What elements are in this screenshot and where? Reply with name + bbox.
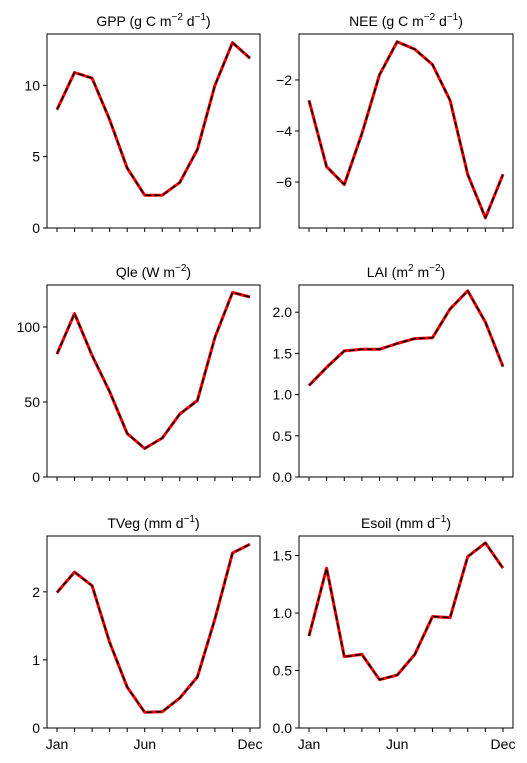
panel-tveg: TVeg (mm d−1) 0 1 2 Jan Jun Dec [32, 514, 262, 752]
y-tick-label: 2 [32, 584, 40, 600]
y-tick-label: 1.0 [273, 605, 293, 621]
title-superscript: −1 [447, 12, 459, 23]
axes-frame [46, 284, 261, 478]
panel-lai: LAI (m2 m−2) 0.0 0.5 1.0 1.5 2.0 [273, 263, 514, 485]
title-text: ) [186, 264, 191, 280]
series-line-red [307, 289, 505, 387]
title-superscript: −1 [195, 12, 207, 23]
y-tick-label: 1 [32, 652, 40, 668]
panel-title: Esoil (mm d−1) [361, 514, 451, 531]
series-line-red [55, 291, 251, 450]
panel-qle: Qle (W m−2) 0 50 100 [17, 263, 261, 485]
title-text: Qle (W m [116, 264, 175, 280]
title-text: ) [195, 515, 200, 531]
series-line-black-dashed [308, 40, 504, 219]
series-line-black-dashed [56, 291, 251, 450]
y-tick-label: 100 [17, 319, 41, 335]
y-tick-label: 5 [32, 149, 40, 165]
title-text: LAI (m [367, 264, 408, 280]
y-tick-label: 0 [32, 220, 40, 236]
y-tick-label: 1.5 [273, 548, 293, 564]
axes-frame [46, 33, 261, 229]
title-superscript: −1 [435, 514, 447, 525]
title-text: Esoil (mm d [361, 515, 435, 531]
series-line-red [55, 542, 251, 714]
x-tick-label: Dec [491, 736, 516, 752]
series-line-red [307, 541, 505, 682]
title-text: ) [441, 264, 446, 280]
y-tick-label: −4 [276, 123, 292, 139]
title-text: d [183, 13, 195, 29]
title-text: NEE (g C m [349, 13, 424, 29]
title-text: m [414, 264, 430, 280]
panel-title: GPP (g C m−2 d−1) [96, 12, 210, 29]
axes-frame [298, 535, 514, 729]
series-line-black-dashed [308, 290, 504, 387]
panel-esoil: Esoil (mm d−1) 0.0 0.5 1.0 1.5 Jan Jun Dec [273, 514, 516, 752]
title-text: ) [206, 13, 211, 29]
y-tick-label: −2 [276, 72, 292, 88]
axes-frame [46, 535, 261, 729]
panel-title: NEE (g C m−2 d−1) [349, 12, 463, 29]
y-tick-label: 0 [32, 469, 40, 485]
y-tick-label: 2.0 [273, 304, 293, 320]
series-line-black-dashed [308, 542, 504, 681]
title-text: ) [458, 13, 463, 29]
series-line-black-dashed [56, 543, 251, 714]
panel-title: TVeg (mm d−1) [107, 514, 199, 531]
axes-frame [298, 33, 514, 229]
y-tick-label: 0 [32, 720, 40, 736]
title-text: d [435, 13, 447, 29]
title-superscript: −1 [184, 514, 196, 525]
title-superscript: −2 [175, 263, 187, 274]
series-line-black-dashed [56, 41, 251, 196]
x-tick-label: Jan [46, 736, 69, 752]
title-superscript: −2 [429, 263, 441, 274]
panel-nee: NEE (g C m−2 d−1)−6−4−2 [276, 12, 514, 232]
x-tick-label: Jun [386, 736, 409, 752]
y-tick-label: 0.5 [273, 663, 293, 679]
title-text: TVeg (mm d [107, 515, 183, 531]
y-tick-label: 1.5 [273, 345, 293, 361]
title-superscript: 2 [408, 263, 414, 274]
x-tick-label: Jan [298, 736, 321, 752]
series-line-red [55, 41, 252, 197]
title-superscript: −2 [172, 12, 184, 23]
y-tick-label: 50 [24, 394, 40, 410]
y-tick-label: 0.5 [273, 428, 293, 444]
y-tick-label: 0.0 [273, 469, 293, 485]
y-tick-label: 0.0 [273, 720, 293, 736]
panel-gpp: GPP (g C m−2 d−1) 0 5 10 [24, 12, 261, 236]
panel-title: LAI (m2 m−2) [367, 263, 445, 280]
y-tick-label: 1.0 [273, 387, 293, 403]
axes-frame [298, 284, 514, 478]
title-text: ) [446, 515, 451, 531]
title-superscript: −2 [424, 12, 436, 23]
y-tick-label: −6 [276, 174, 292, 190]
title-text: GPP (g C m [96, 13, 171, 29]
y-tick-label: 10 [24, 77, 40, 93]
x-tick-label: Dec [238, 736, 263, 752]
panel-title: Qle (W m−2) [116, 263, 191, 280]
x-tick-label: Jun [133, 736, 156, 752]
